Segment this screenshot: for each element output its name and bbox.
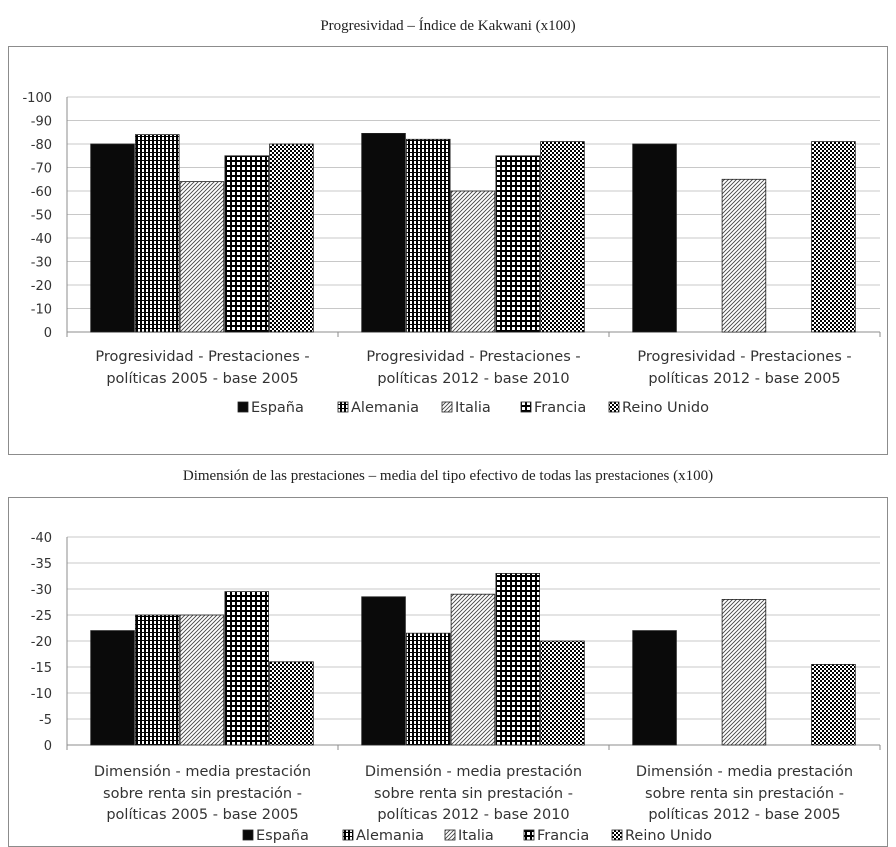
y-tick-label: -20 <box>31 635 52 650</box>
y-tick-label: -25 <box>31 609 52 624</box>
y-tick-label: -40 <box>31 232 52 247</box>
y-tick-label: -15 <box>31 661 52 676</box>
y-tick-label: -80 <box>31 138 52 153</box>
y-tick-label: -100 <box>22 91 52 106</box>
bar-italia <box>721 599 767 746</box>
bar-reino-unido <box>269 661 314 746</box>
bar-reino-unido <box>269 143 314 333</box>
y-tick-label: -10 <box>31 303 52 318</box>
legend-label: Francia <box>537 828 589 844</box>
legend-label: España <box>256 828 309 844</box>
y-tick-label: -70 <box>31 162 52 177</box>
legend-swatch <box>520 401 532 413</box>
bar-alemania <box>134 614 180 746</box>
legend-label: Reino Unido <box>625 828 712 844</box>
legend-label: Alemania <box>351 400 419 416</box>
category-label: políticas 2012 - base 2010 <box>377 807 569 823</box>
bar-reino-unido <box>540 640 585 746</box>
bar-francia <box>224 591 269 746</box>
legend-swatch <box>441 401 453 413</box>
bar-francia <box>495 155 540 333</box>
bar-españa <box>90 630 135 746</box>
y-tick-label: -90 <box>31 115 52 130</box>
category-label: sobre renta sin prestación - <box>374 786 573 802</box>
category-label: sobre renta sin prestación - <box>645 786 844 802</box>
category-label: sobre renta sin prestación - <box>103 786 302 802</box>
bar-españa <box>90 143 135 333</box>
legend-swatch <box>342 829 354 841</box>
category-label: Progresividad - Prestaciones - <box>95 349 309 365</box>
y-tick-label: -60 <box>31 185 52 200</box>
bar-italia <box>179 614 225 746</box>
legend-label: Reino Unido <box>622 400 709 416</box>
bar-españa <box>632 143 677 333</box>
category-label: políticas 2005 - base 2005 <box>106 807 298 823</box>
legend-label: España <box>251 400 304 416</box>
category-label: políticas 2012 - base 2005 <box>648 807 840 823</box>
bar-reino-unido <box>811 664 856 746</box>
chart-title-progresividad: Progresividad – Índice de Kakwani (x100) <box>320 18 576 34</box>
legend-swatch <box>237 401 249 413</box>
category-label: Dimensión - media prestación <box>365 764 582 780</box>
category-label: Dimensión - media prestación <box>636 764 853 780</box>
y-tick-label: -10 <box>31 687 52 702</box>
bar-españa <box>361 132 406 333</box>
bar-alemania <box>405 632 451 746</box>
legend-swatch <box>608 401 620 413</box>
legend-label: Alemania <box>356 828 424 844</box>
y-tick-label: 0 <box>44 326 52 341</box>
legend-label: Italia <box>458 828 494 844</box>
category-label: políticas 2012 - base 2005 <box>648 371 840 387</box>
y-tick-label: -50 <box>31 209 52 224</box>
bar-italia <box>450 593 496 746</box>
bar-italia <box>179 181 225 333</box>
category-label: Dimensión - media prestación <box>94 764 311 780</box>
chart-title-dimension: Dimensión de las prestaciones – media de… <box>182 468 714 484</box>
bar-italia <box>721 178 767 333</box>
legend-label: Italia <box>455 400 491 416</box>
y-tick-label: -35 <box>31 557 52 572</box>
bar-españa <box>632 630 677 746</box>
category-label: políticas 2005 - base 2005 <box>106 371 298 387</box>
bar-reino-unido <box>811 141 856 333</box>
bar-italia <box>450 190 496 333</box>
category-label: Progresividad - Prestaciones - <box>366 349 580 365</box>
legend-swatch <box>337 401 349 413</box>
y-tick-label: -40 <box>31 531 52 546</box>
bar-alemania <box>134 134 180 333</box>
y-tick-label: 0 <box>44 739 52 754</box>
legend-swatch <box>523 829 535 841</box>
y-tick-label: -30 <box>31 583 52 598</box>
y-tick-label: -30 <box>31 256 52 271</box>
bar-reino-unido <box>540 141 585 333</box>
legend-swatch <box>611 829 623 841</box>
legend-swatch <box>444 829 456 841</box>
y-tick-label: -20 <box>31 279 52 294</box>
bar-alemania <box>405 138 451 333</box>
category-label: políticas 2012 - base 2010 <box>377 371 569 387</box>
category-label: Progresividad - Prestaciones - <box>637 349 851 365</box>
legend-label: Francia <box>534 400 586 416</box>
y-tick-label: -5 <box>39 713 52 728</box>
bar-francia <box>224 155 269 333</box>
bar-españa <box>361 596 406 746</box>
legend-swatch <box>242 829 254 841</box>
bar-francia <box>495 573 540 746</box>
